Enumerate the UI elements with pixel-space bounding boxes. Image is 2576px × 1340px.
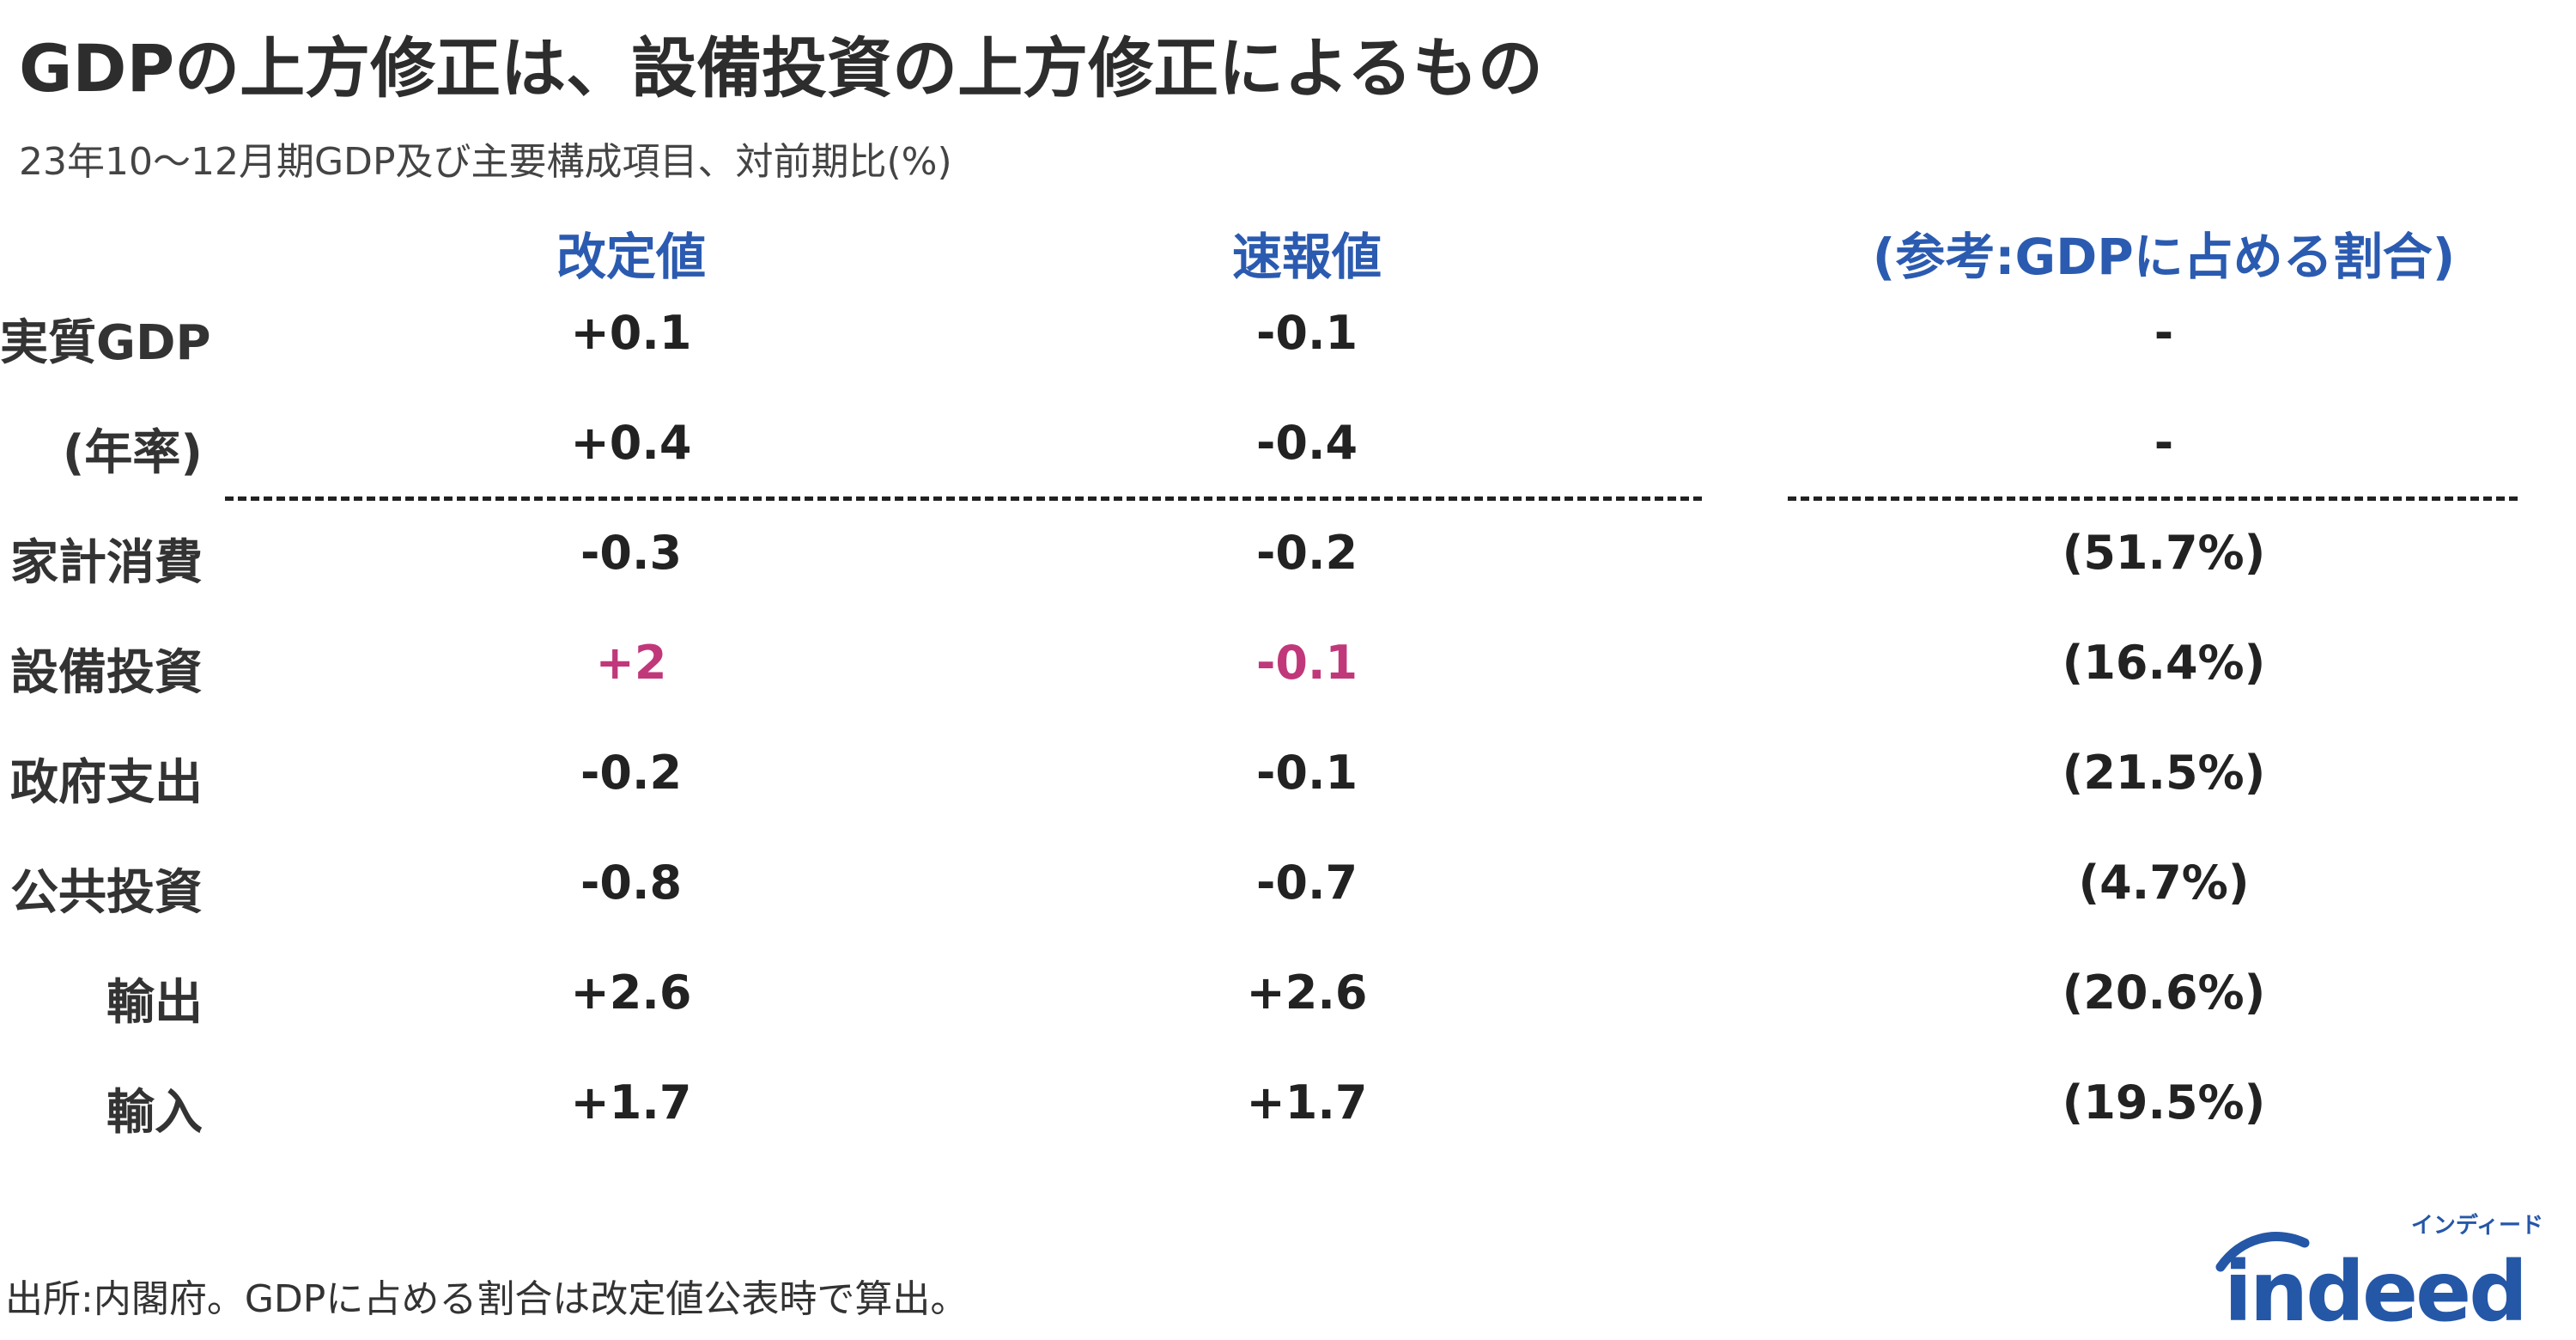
- cell-preliminary: -0.4: [1255, 416, 1358, 470]
- row-label: (年率): [62, 425, 203, 481]
- cell-revised: +2: [595, 636, 667, 690]
- cell-share: (4.7%): [2078, 856, 2250, 910]
- cell-revised: -0.3: [580, 526, 683, 580]
- cell-share: (19.5%): [2062, 1075, 2266, 1130]
- cell-share: (21.5%): [2062, 746, 2266, 800]
- cell-preliminary: -0.7: [1255, 856, 1358, 910]
- cell-share: -: [2154, 306, 2174, 360]
- cell-preliminary: +1.7: [1246, 1075, 1368, 1130]
- indeed-logo: インディード indeed: [2215, 1212, 2543, 1336]
- row-label: 輸入: [106, 1085, 203, 1141]
- cell-revised: +0.4: [570, 416, 692, 470]
- cell-share: (20.6%): [2062, 965, 2266, 1020]
- separator-dashed-right: [1788, 496, 2518, 501]
- chart-title: GDPの上方修正は、設備投資の上方修正によるもの: [19, 30, 1543, 107]
- chart-subtitle: 23年10〜12月期GDP及び主要構成項目、対前期比(%): [19, 140, 952, 184]
- cell-revised: +2.6: [570, 965, 692, 1020]
- cell-revised: +0.1: [570, 306, 692, 360]
- cell-share: (16.4%): [2062, 636, 2266, 690]
- logo-kana: インディード: [2411, 1212, 2543, 1239]
- separator-dashed-left: [225, 496, 1702, 501]
- cell-preliminary: -0.2: [1255, 526, 1358, 580]
- column-header-preliminary: 速報値: [1231, 228, 1382, 286]
- row-label: 輸出: [106, 975, 203, 1031]
- cell-revised: +1.7: [570, 1075, 692, 1130]
- column-header-revised: 改定値: [556, 228, 707, 286]
- cell-preliminary: -0.1: [1255, 306, 1358, 360]
- logo-arc: [2215, 1232, 2310, 1272]
- cell-preliminary: -0.1: [1255, 746, 1358, 800]
- row-label: 公共投資: [10, 865, 203, 921]
- cell-share: -: [2154, 416, 2174, 470]
- cell-preliminary: +2.6: [1246, 965, 1368, 1020]
- logo-word: indeed: [2224, 1244, 2525, 1336]
- cell-preliminary: -0.1: [1255, 636, 1358, 690]
- cell-share: (51.7%): [2062, 526, 2266, 580]
- column-header-share: (参考:GDPに占める割合): [1872, 228, 2456, 286]
- cell-revised: -0.8: [580, 856, 683, 910]
- source-note: 出所:内閣府。GDPに占める割合は改定値公表時で算出。: [5, 1277, 969, 1321]
- cell-revised: -0.2: [580, 746, 683, 800]
- row-label: 家計消費: [10, 535, 203, 591]
- row-label: 設備投資: [10, 645, 203, 701]
- row-label: 実質GDP: [0, 315, 211, 371]
- row-label: 政府支出: [10, 755, 203, 811]
